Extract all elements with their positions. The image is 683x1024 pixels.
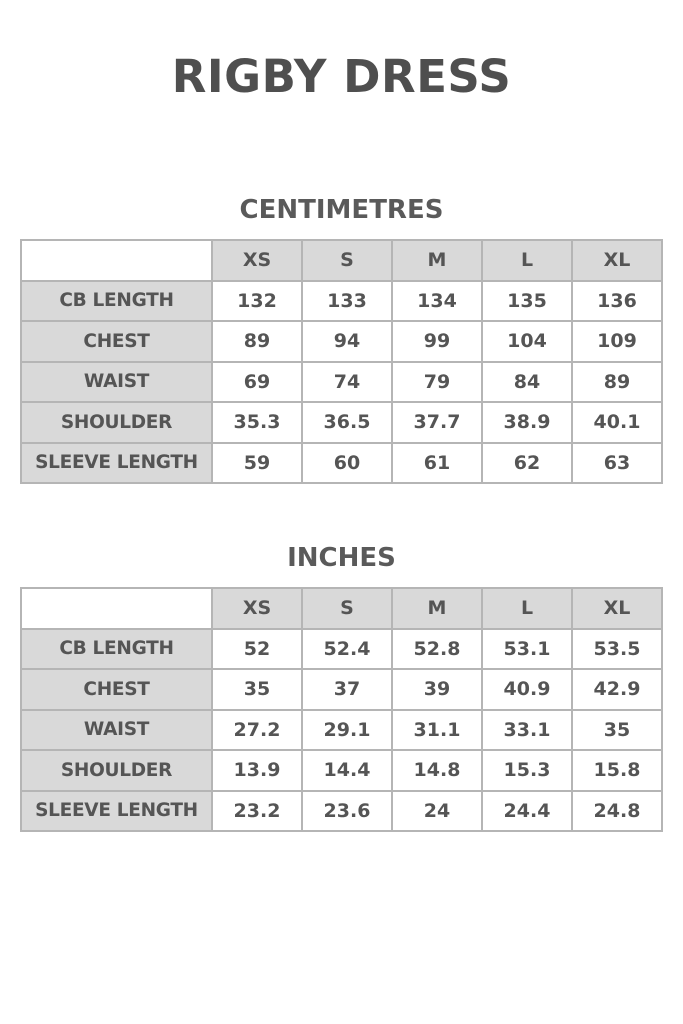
- measurement-cell: 27.2: [211, 708, 303, 751]
- table-row: CHEST 35 37 39 40.9 42.9: [20, 668, 663, 711]
- table-row: SHOULDER 13.9 14.4 14.8 15.3 15.8: [20, 749, 663, 792]
- table-row: SLEEVE LENGTH 59 60 61 62 63: [20, 441, 663, 484]
- table-row: WAIST 27.2 29.1 31.1 33.1 35: [20, 708, 663, 751]
- table-row: SHOULDER 35.3 36.5 37.7 38.9 40.1: [20, 401, 663, 444]
- measurement-cell: 14.8: [391, 749, 483, 792]
- row-label: WAIST: [20, 708, 213, 751]
- measurement-cell: 42.9: [571, 668, 663, 711]
- measurement-cell: 52.4: [301, 627, 393, 670]
- section-heading-inches: INCHES: [287, 543, 396, 573]
- size-table-inches: XS S M L XL CB LENGTH 52 52.4 52.8 53.1 53.5 CHEST 3…: [20, 587, 663, 832]
- row-label: SHOULDER: [20, 749, 213, 792]
- measurement-cell: 60: [301, 441, 393, 484]
- row-label: CHEST: [20, 320, 213, 363]
- measurement-cell: 24.8: [571, 789, 663, 832]
- measurement-cell: 36.5: [301, 401, 393, 444]
- page-title: RIGBY DRESS: [171, 50, 512, 103]
- size-header-l: L: [481, 587, 573, 630]
- measurement-cell: 89: [211, 320, 303, 363]
- measurement-cell: 15.3: [481, 749, 573, 792]
- measurement-cell: 104: [481, 320, 573, 363]
- section-heading-centimetres: CENTIMETRES: [239, 195, 444, 225]
- measurement-cell: 23.2: [211, 789, 303, 832]
- measurement-cell: 40.9: [481, 668, 573, 711]
- measurement-cell: 109: [571, 320, 663, 363]
- measurement-cell: 52: [211, 627, 303, 670]
- measurement-cell: 134: [391, 279, 483, 322]
- size-header-xs: XS: [211, 587, 303, 630]
- measurement-cell: 69: [211, 360, 303, 403]
- measurement-cell: 39: [391, 668, 483, 711]
- measurement-cell: 24: [391, 789, 483, 832]
- measurement-cell: 74: [301, 360, 393, 403]
- size-table-centimetres: XS S M L XL CB LENGTH 132 133 134 135 136 CHEST 89 94…: [20, 239, 663, 484]
- measurement-cell: 35: [571, 708, 663, 751]
- row-label: SLEEVE LENGTH: [20, 789, 213, 832]
- table-row: WAIST 69 74 79 84 89: [20, 360, 663, 403]
- measurement-cell: 59: [211, 441, 303, 484]
- measurement-cell: 63: [571, 441, 663, 484]
- corner-cell: [20, 239, 213, 282]
- measurement-cell: 37: [301, 668, 393, 711]
- measurement-cell: 40.1: [571, 401, 663, 444]
- table-row: CB LENGTH 132 133 134 135 136: [20, 279, 663, 322]
- size-header-xs: XS: [211, 239, 303, 282]
- table-row: CB LENGTH 52 52.4 52.8 53.1 53.5: [20, 627, 663, 670]
- row-label: SHOULDER: [20, 401, 213, 444]
- measurement-cell: 136: [571, 279, 663, 322]
- header-row: XS S M L XL: [20, 239, 663, 282]
- measurement-cell: 99: [391, 320, 483, 363]
- measurement-cell: 133: [301, 279, 393, 322]
- measurement-cell: 94: [301, 320, 393, 363]
- measurement-cell: 31.1: [391, 708, 483, 751]
- size-header-xl: XL: [571, 239, 663, 282]
- measurement-cell: 35.3: [211, 401, 303, 444]
- measurement-cell: 61: [391, 441, 483, 484]
- measurement-cell: 84: [481, 360, 573, 403]
- row-label: CHEST: [20, 668, 213, 711]
- measurement-cell: 23.6: [301, 789, 393, 832]
- measurement-cell: 37.7: [391, 401, 483, 444]
- measurement-cell: 79: [391, 360, 483, 403]
- measurement-cell: 24.4: [481, 789, 573, 832]
- row-label: CB LENGTH: [20, 627, 213, 670]
- measurement-cell: 52.8: [391, 627, 483, 670]
- measurement-cell: 62: [481, 441, 573, 484]
- header-row: XS S M L XL: [20, 587, 663, 630]
- row-label: CB LENGTH: [20, 279, 213, 322]
- measurement-cell: 89: [571, 360, 663, 403]
- size-header-l: L: [481, 239, 573, 282]
- measurement-cell: 53.5: [571, 627, 663, 670]
- measurement-cell: 38.9: [481, 401, 573, 444]
- measurement-cell: 15.8: [571, 749, 663, 792]
- corner-cell: [20, 587, 213, 630]
- measurement-cell: 135: [481, 279, 573, 322]
- row-label: SLEEVE LENGTH: [20, 441, 213, 484]
- size-header-m: M: [391, 587, 483, 630]
- row-label: WAIST: [20, 360, 213, 403]
- table-row: CHEST 89 94 99 104 109: [20, 320, 663, 363]
- measurement-cell: 132: [211, 279, 303, 322]
- size-header-xl: XL: [571, 587, 663, 630]
- table-row: SLEEVE LENGTH 23.2 23.6 24 24.4 24.8: [20, 789, 663, 832]
- measurement-cell: 53.1: [481, 627, 573, 670]
- measurement-cell: 29.1: [301, 708, 393, 751]
- measurement-cell: 14.4: [301, 749, 393, 792]
- size-header-m: M: [391, 239, 483, 282]
- size-header-s: S: [301, 239, 393, 282]
- measurement-cell: 13.9: [211, 749, 303, 792]
- size-header-s: S: [301, 587, 393, 630]
- measurement-cell: 33.1: [481, 708, 573, 751]
- measurement-cell: 35: [211, 668, 303, 711]
